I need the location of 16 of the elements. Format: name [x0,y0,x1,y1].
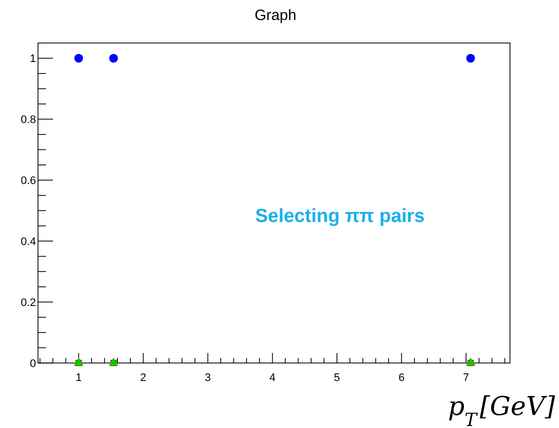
y-tick-label: 0.2 [20,297,36,310]
y-tick-label: 0.4 [20,236,36,248]
x-tick-label: 1 [76,372,82,384]
x-tick-label: 4 [269,372,276,384]
chart-title: Graph [254,7,296,24]
x-tick-label: 5 [334,372,340,384]
x-axis-title: p$_{T}$[GeV] [448,392,556,428]
annotation: Selecting ππ pairs [255,206,425,227]
y-tick-label: 0.6 [20,175,36,188]
x-tick-label: 7 [463,372,470,384]
y-tick-label: 1 [30,53,36,66]
x-tick-label: 2 [140,372,146,384]
x-tick-label: 3 [204,372,211,384]
x-tick-label: 6 [398,372,405,384]
y-tick-label: 0.8 [20,114,36,126]
y-tick-label: 0 [30,358,36,370]
